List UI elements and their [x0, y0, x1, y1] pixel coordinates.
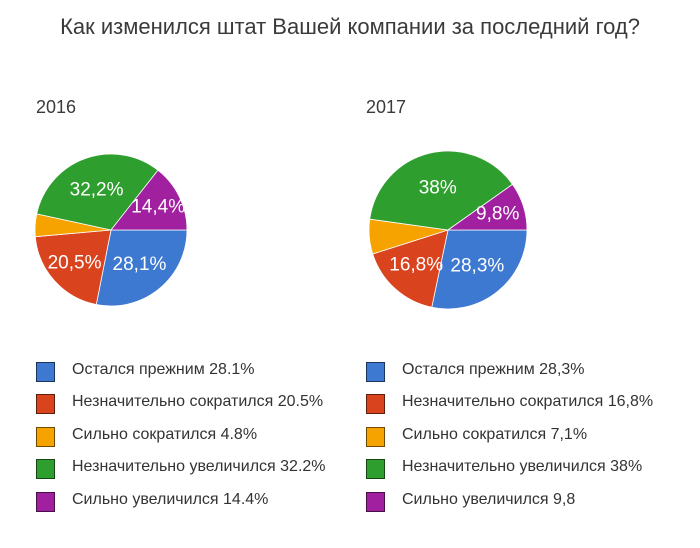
- svg-text:20,5%: 20,5%: [48, 252, 102, 273]
- svg-text:14,4%: 14,4%: [131, 197, 185, 218]
- svg-text:16,8%: 16,8%: [389, 255, 443, 276]
- svg-text:32,2%: 32,2%: [70, 179, 124, 200]
- svg-text:9,8%: 9,8%: [476, 204, 519, 225]
- svg-text:38%: 38%: [419, 177, 457, 198]
- svg-text:28,3%: 28,3%: [450, 256, 504, 277]
- svg-text:28,1%: 28,1%: [113, 254, 167, 275]
